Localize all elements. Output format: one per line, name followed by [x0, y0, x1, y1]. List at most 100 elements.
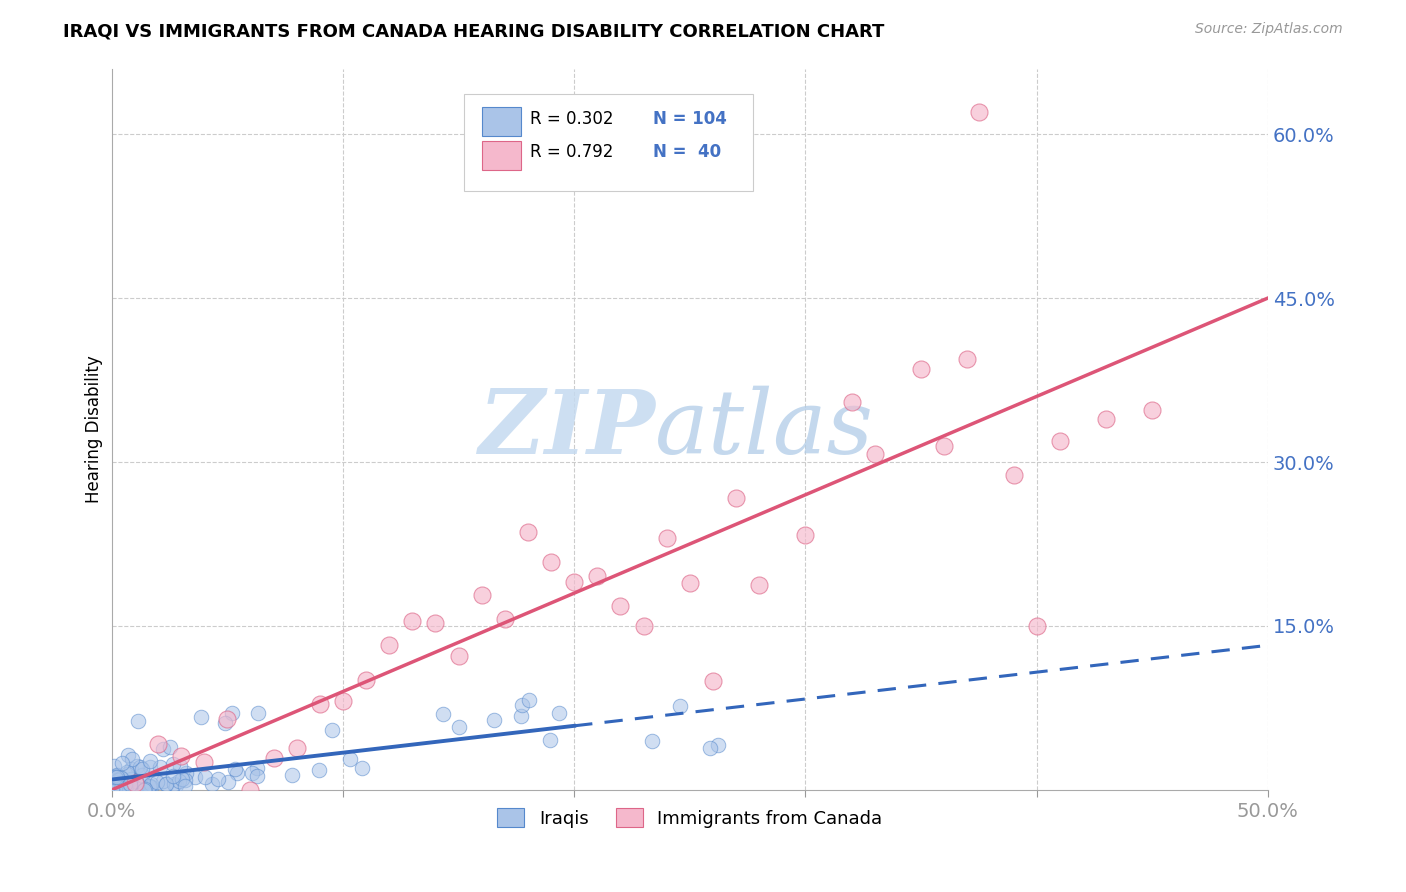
Point [194, 770, 217, 784]
Point [124, 780, 146, 795]
Point [641, 734, 664, 748]
Text: IRAQI VS IMMIGRANTS FROM CANADA HEARING DISABILITY CORRELATION CHART: IRAQI VS IMMIGRANTS FROM CANADA HEARING … [63, 22, 884, 40]
Point [214, 715, 236, 730]
Point [240, 766, 263, 780]
FancyBboxPatch shape [464, 94, 754, 191]
Point [352, 761, 374, 775]
Point [139, 780, 162, 795]
Point [471, 588, 494, 602]
Point [104, 782, 127, 797]
Point [162, 757, 184, 772]
Point [281, 768, 304, 782]
Point [131, 768, 153, 782]
Point [138, 754, 160, 768]
Text: N = 104: N = 104 [652, 110, 727, 128]
Point [633, 619, 655, 633]
Point [149, 759, 172, 773]
Point [239, 783, 262, 797]
Point [226, 766, 249, 780]
Point [101, 780, 124, 795]
Point [163, 776, 186, 790]
Point [193, 755, 215, 769]
Point [510, 698, 533, 712]
Point [134, 782, 156, 797]
Point [794, 528, 817, 542]
Point [562, 574, 585, 589]
Point [104, 775, 127, 789]
Point [115, 780, 138, 794]
Point [139, 777, 162, 791]
Point [125, 774, 148, 789]
Point [167, 774, 190, 789]
Point [609, 599, 631, 613]
Point [110, 775, 132, 789]
Point [107, 780, 129, 794]
Point [519, 692, 541, 706]
Point [107, 778, 129, 792]
Point [108, 780, 131, 795]
Point [447, 720, 470, 734]
Point [129, 760, 152, 774]
Point [217, 774, 239, 789]
Point [401, 614, 423, 628]
Point [115, 779, 138, 793]
Point [432, 706, 454, 721]
Point [378, 639, 401, 653]
Point [538, 732, 561, 747]
Point [118, 779, 141, 793]
Point [174, 765, 197, 780]
Point [108, 770, 131, 784]
Point [967, 105, 990, 120]
Point [110, 779, 132, 793]
Point [1049, 434, 1071, 449]
Text: Source: ZipAtlas.com: Source: ZipAtlas.com [1195, 22, 1343, 37]
Point [841, 395, 863, 409]
Point [108, 777, 131, 791]
Point [321, 723, 343, 737]
Point [103, 781, 125, 796]
Point [494, 612, 516, 626]
Point [246, 769, 269, 783]
Point [108, 777, 131, 791]
Point [207, 772, 229, 786]
Point [112, 780, 135, 794]
Text: R = 0.792: R = 0.792 [530, 144, 613, 161]
Point [1095, 412, 1118, 426]
Point [110, 771, 132, 785]
Point [120, 762, 142, 776]
Point [159, 739, 181, 754]
Point [308, 764, 330, 778]
Point [702, 673, 724, 688]
Point [138, 780, 160, 794]
Point [101, 782, 124, 797]
Legend: Iraqis, Immigrants from Canada: Iraqis, Immigrants from Canada [491, 801, 890, 835]
Point [103, 759, 125, 773]
Point [104, 782, 127, 797]
Point [103, 779, 125, 793]
Text: R = 0.302: R = 0.302 [530, 110, 613, 128]
Point [170, 772, 193, 786]
Point [111, 756, 134, 771]
Point [910, 362, 932, 376]
Point [247, 706, 270, 720]
Point [131, 762, 153, 776]
Y-axis label: Hearing Disability: Hearing Disability [86, 355, 103, 503]
Point [668, 699, 690, 714]
Point [221, 706, 243, 721]
Point [125, 759, 148, 773]
Point [104, 770, 127, 784]
Point [169, 759, 191, 773]
Text: N =  40: N = 40 [652, 144, 721, 161]
Point [956, 351, 979, 366]
Point [184, 770, 207, 784]
Point [510, 709, 533, 723]
Point [120, 772, 142, 787]
Point [308, 697, 330, 711]
Point [934, 439, 956, 453]
Point [110, 780, 132, 795]
Point [115, 767, 138, 781]
Point [162, 769, 184, 783]
Point [107, 772, 129, 786]
Point [224, 763, 246, 777]
Point [152, 773, 174, 788]
